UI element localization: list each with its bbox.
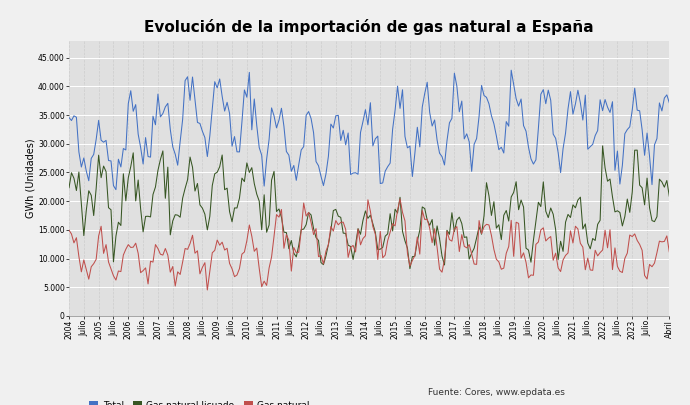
Title: Evolución de la importación de gas natural a España: Evolución de la importación de gas natur… xyxy=(144,19,594,35)
Text: Fuente: Cores, www.epdata.es: Fuente: Cores, www.epdata.es xyxy=(428,388,564,397)
Legend: Total, Gas natural licuado, Gas natural: Total, Gas natural licuado, Gas natural xyxy=(86,398,313,405)
Y-axis label: GWh (Unidades): GWh (Unidades) xyxy=(26,139,35,218)
